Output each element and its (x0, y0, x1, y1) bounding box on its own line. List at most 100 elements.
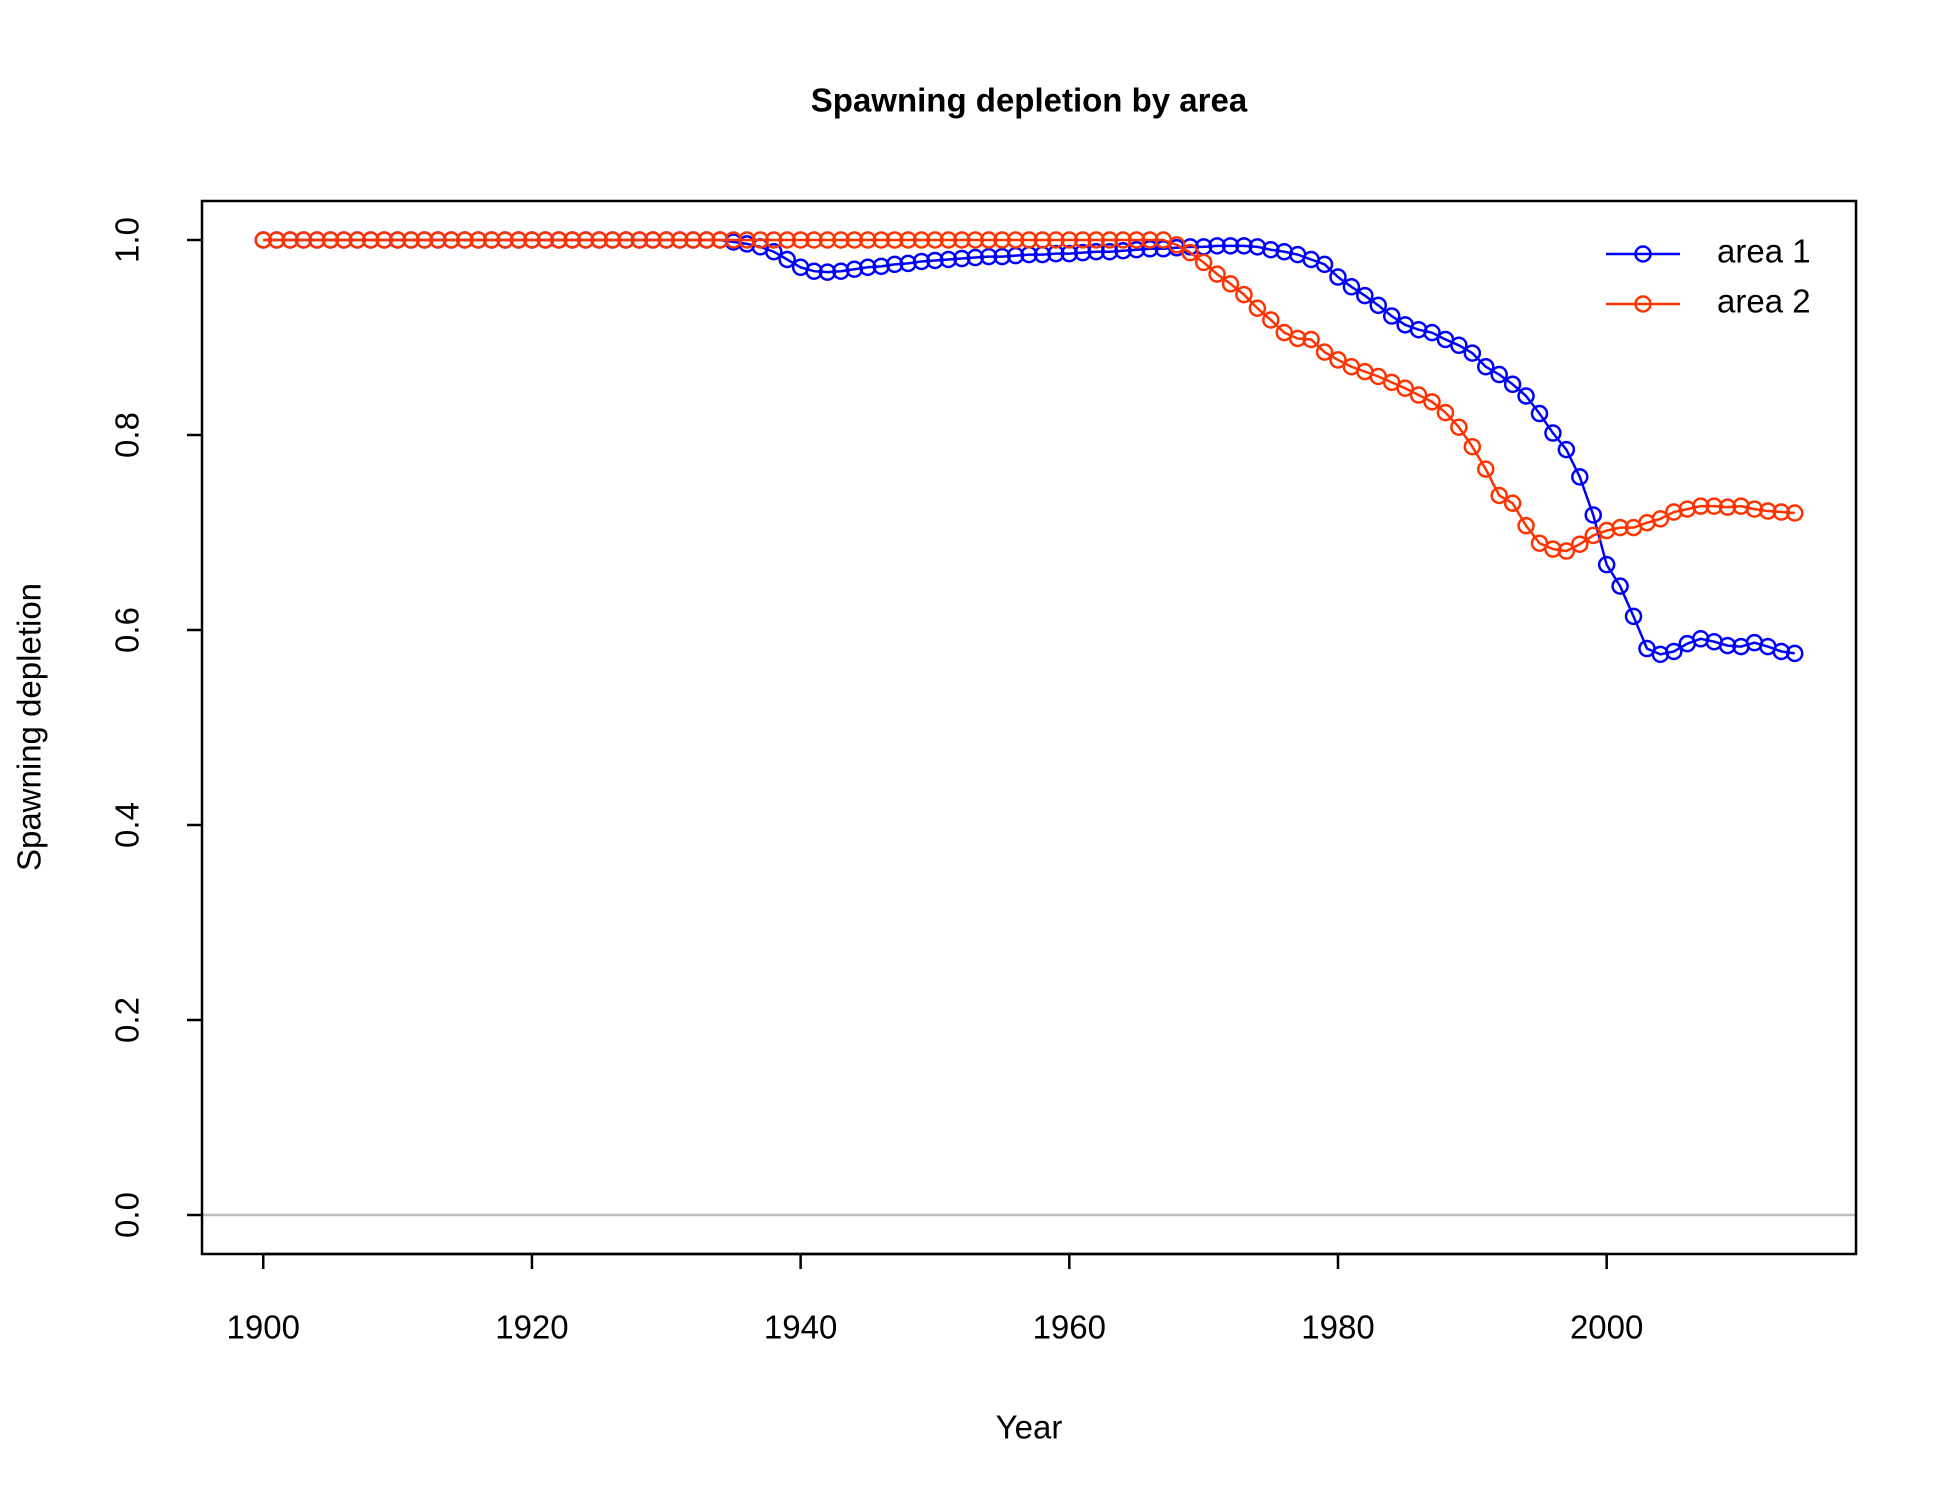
data-point (1315, 343, 1334, 361)
data-point (966, 248, 985, 267)
data-point (1396, 379, 1414, 397)
data-point (939, 231, 958, 249)
data-point (1409, 386, 1428, 404)
data-point (1033, 231, 1052, 249)
y-tick-label: 0.6 (109, 607, 146, 653)
data-point (1544, 540, 1562, 558)
data-point (832, 231, 850, 249)
data-point (254, 231, 273, 249)
data-point (1329, 268, 1347, 286)
data-point (1691, 497, 1710, 515)
data-point (1356, 286, 1374, 305)
data-point (697, 231, 716, 249)
data-point (1208, 265, 1226, 283)
data-point (1235, 285, 1253, 304)
data-point (859, 231, 877, 249)
data-point (308, 231, 326, 249)
data-point (791, 231, 810, 249)
data-point (1651, 510, 1670, 528)
data-point (402, 231, 420, 249)
data-point (1235, 237, 1253, 255)
data-point (926, 251, 944, 270)
data-point (603, 231, 622, 249)
data-point (1262, 311, 1280, 329)
data-point (1208, 237, 1226, 255)
data-point (335, 231, 353, 249)
data-point (939, 250, 958, 269)
data-point (1248, 299, 1267, 317)
data-point (899, 231, 917, 249)
data-point (1463, 344, 1482, 362)
data-point (657, 231, 676, 249)
data-point (778, 231, 796, 249)
data-point (1772, 642, 1791, 661)
y-tick-label: 0.2 (109, 997, 146, 1043)
x-tick-label: 1900 (227, 1309, 300, 1346)
data-point (993, 231, 1011, 249)
data-point (1557, 440, 1576, 459)
data-point (1114, 241, 1132, 260)
legend-marker (1634, 245, 1652, 263)
data-point (724, 231, 743, 249)
data-point (1436, 403, 1455, 422)
data-point (281, 231, 299, 249)
x-tick-label: 1920 (495, 1309, 568, 1346)
data-point (1571, 535, 1589, 553)
data-point (1100, 242, 1119, 261)
data-point (1087, 231, 1105, 249)
y-axis-label: Spawning depletion (11, 583, 48, 871)
data-point (1100, 231, 1119, 249)
data-point (1611, 577, 1629, 595)
data-point (1221, 237, 1240, 255)
data-point (845, 231, 864, 249)
data-point (765, 231, 783, 249)
data-point (1557, 542, 1576, 560)
data-point (550, 231, 568, 249)
data-point (1423, 393, 1441, 411)
x-tick-label: 1980 (1301, 1309, 1374, 1346)
data-point (711, 231, 729, 249)
data-point (1571, 468, 1589, 486)
data-point (1047, 244, 1065, 263)
data-point (617, 231, 635, 249)
data-point (1490, 365, 1508, 384)
data-point (832, 262, 850, 280)
data-point (1477, 460, 1495, 478)
data-point (1221, 275, 1240, 293)
data-point (993, 247, 1011, 266)
data-point (751, 231, 770, 249)
data-point (1047, 231, 1065, 249)
data-point (1705, 497, 1723, 515)
y-tick-label: 0.8 (109, 412, 146, 458)
data-point (1060, 231, 1079, 249)
data-point (805, 231, 823, 249)
data-point (953, 249, 971, 268)
data-point (1517, 387, 1535, 405)
data-point (912, 252, 931, 271)
data-point (1785, 644, 1804, 663)
data-point (1020, 231, 1038, 249)
data-point (1087, 242, 1105, 261)
data-point (805, 262, 823, 280)
data-point (1262, 241, 1280, 259)
data-point (1315, 255, 1334, 274)
data-point (1544, 424, 1562, 442)
data-point (859, 258, 877, 277)
data-point (1382, 307, 1401, 325)
data-point (1450, 418, 1468, 436)
data-point (1584, 506, 1602, 524)
data-point (348, 231, 367, 249)
data-point (953, 231, 971, 249)
legend-label: area 1 (1717, 233, 1811, 270)
data-point (1302, 330, 1320, 349)
data-point (1114, 231, 1132, 249)
data-point (1369, 296, 1388, 315)
data-point (456, 231, 474, 249)
data-point (1060, 244, 1079, 263)
data-point (429, 231, 447, 249)
data-point (590, 231, 608, 249)
legend-label: area 2 (1717, 283, 1811, 320)
data-point (469, 231, 487, 249)
x-tick-label: 1960 (1033, 1309, 1106, 1346)
data-point (899, 254, 917, 273)
